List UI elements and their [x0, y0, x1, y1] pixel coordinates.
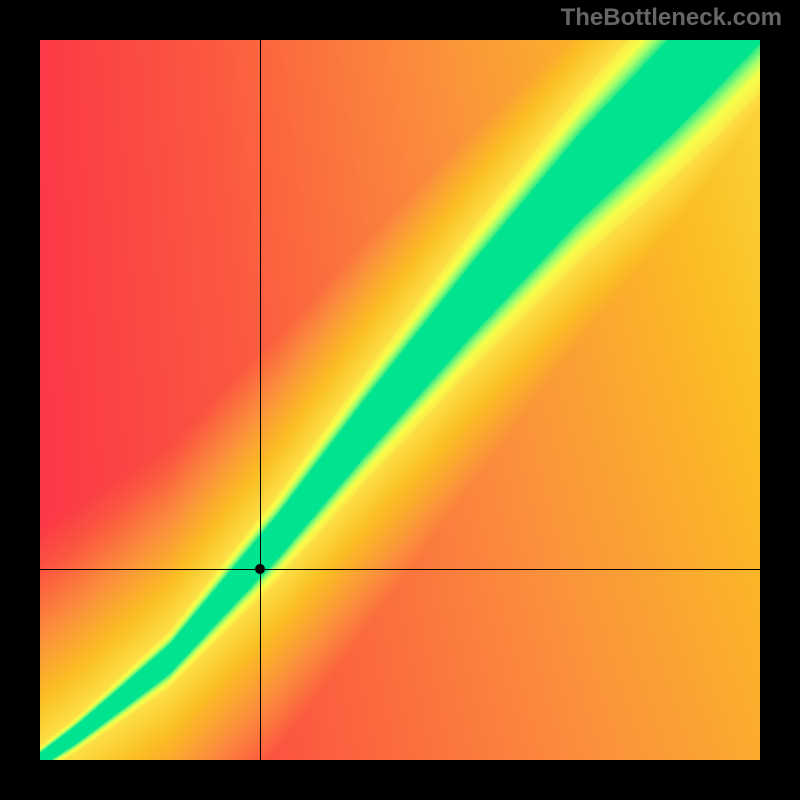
heatmap-plot	[40, 40, 760, 760]
crosshair-vertical	[260, 40, 261, 760]
crosshair-horizontal	[40, 569, 760, 570]
heatmap-canvas	[40, 40, 760, 760]
chart-frame: TheBottleneck.com	[0, 0, 800, 800]
attribution-text: TheBottleneck.com	[561, 4, 782, 32]
crosshair-marker	[255, 564, 265, 574]
